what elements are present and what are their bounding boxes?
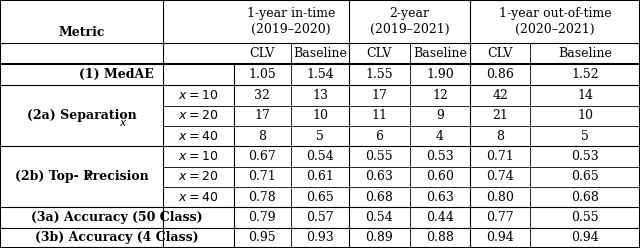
Text: CLV: CLV [488, 47, 513, 60]
Text: (2b) Top-​​​​​​ Precision: (2b) Top-​​​​​​ Precision [15, 170, 148, 183]
Text: 0.77: 0.77 [486, 211, 514, 224]
Text: 0.44: 0.44 [426, 211, 454, 224]
Text: 0.63: 0.63 [426, 191, 454, 204]
Text: 10: 10 [312, 109, 328, 122]
Text: 0.78: 0.78 [248, 191, 276, 204]
Text: 0.94: 0.94 [486, 231, 514, 244]
Text: 1.90: 1.90 [426, 68, 454, 81]
Text: 21: 21 [492, 109, 508, 122]
Text: 0.53: 0.53 [571, 150, 599, 163]
Text: 1.05: 1.05 [248, 68, 276, 81]
Text: Baseline: Baseline [293, 47, 347, 60]
Text: CLV: CLV [250, 47, 275, 60]
Text: 0.65: 0.65 [306, 191, 334, 204]
Text: 0.55: 0.55 [571, 211, 599, 224]
Text: 13: 13 [312, 89, 328, 102]
Text: 1-year out-of-time
(2020–2021): 1-year out-of-time (2020–2021) [499, 7, 611, 35]
Text: 1.52: 1.52 [571, 68, 599, 81]
Text: 12: 12 [432, 89, 448, 102]
Text: 0.60: 0.60 [426, 170, 454, 183]
Text: 0.55: 0.55 [365, 150, 393, 163]
Text: 0.65: 0.65 [571, 170, 599, 183]
Text: 0.88: 0.88 [426, 231, 454, 244]
Text: 0.86: 0.86 [486, 68, 514, 81]
Text: 1.55: 1.55 [365, 68, 393, 81]
Text: (1) MedAE: (1) MedAE [79, 68, 154, 81]
Text: CLV: CLV [367, 47, 392, 60]
Text: 11: 11 [371, 109, 387, 122]
Text: $x = 20$: $x = 20$ [179, 109, 218, 122]
Text: 0.89: 0.89 [365, 231, 393, 244]
Text: 0.53: 0.53 [426, 150, 454, 163]
Text: $x$: $x$ [85, 170, 95, 183]
Text: 0.95: 0.95 [248, 231, 276, 244]
Text: 4: 4 [436, 130, 444, 143]
Text: 5: 5 [316, 130, 324, 143]
Text: 0.54: 0.54 [365, 211, 393, 224]
Text: $x$: $x$ [119, 118, 127, 128]
Text: $x = 40$: $x = 40$ [179, 130, 218, 143]
Text: Metric: Metric [58, 26, 105, 39]
Text: 42: 42 [492, 89, 508, 102]
Text: 0.67: 0.67 [248, 150, 276, 163]
Text: 8: 8 [496, 130, 504, 143]
Text: $x = 40$: $x = 40$ [179, 191, 218, 204]
Text: 0.79: 0.79 [248, 211, 276, 224]
Text: 32: 32 [255, 89, 270, 102]
Text: 17: 17 [255, 109, 270, 122]
Text: (3b) Accuracy (4 Class): (3b) Accuracy (4 Class) [35, 231, 198, 244]
Text: 9: 9 [436, 109, 444, 122]
Text: 0.54: 0.54 [306, 150, 334, 163]
Text: 1.54: 1.54 [306, 68, 334, 81]
Text: $x = 10$: $x = 10$ [179, 89, 218, 102]
Text: 17: 17 [371, 89, 387, 102]
Text: 5: 5 [581, 130, 589, 143]
Text: 10: 10 [577, 109, 593, 122]
Text: Baseline: Baseline [558, 47, 612, 60]
Text: 0.74: 0.74 [486, 170, 514, 183]
Text: 0.68: 0.68 [571, 191, 599, 204]
Text: (3a) Accuracy (50 Class): (3a) Accuracy (50 Class) [31, 211, 203, 224]
Text: 0.71: 0.71 [486, 150, 514, 163]
Text: 1-year in-time
(2019–2020): 1-year in-time (2019–2020) [247, 7, 335, 35]
Text: (2a) Separation: (2a) Separation [27, 109, 136, 122]
Text: 8: 8 [259, 130, 266, 143]
Text: Baseline: Baseline [413, 47, 467, 60]
Text: 0.94: 0.94 [571, 231, 599, 244]
Text: 0.71: 0.71 [248, 170, 276, 183]
Text: 0.80: 0.80 [486, 191, 514, 204]
Text: 0.63: 0.63 [365, 170, 393, 183]
Text: 0.57: 0.57 [306, 211, 334, 224]
Text: 6: 6 [375, 130, 383, 143]
Text: 14: 14 [577, 89, 593, 102]
Text: 2-year
(2019–2021): 2-year (2019–2021) [370, 7, 449, 35]
Text: 0.93: 0.93 [306, 231, 334, 244]
Text: 0.61: 0.61 [306, 170, 334, 183]
Text: $x = 20$: $x = 20$ [179, 170, 218, 183]
Text: 0.68: 0.68 [365, 191, 393, 204]
Text: $x = 10$: $x = 10$ [179, 150, 218, 163]
